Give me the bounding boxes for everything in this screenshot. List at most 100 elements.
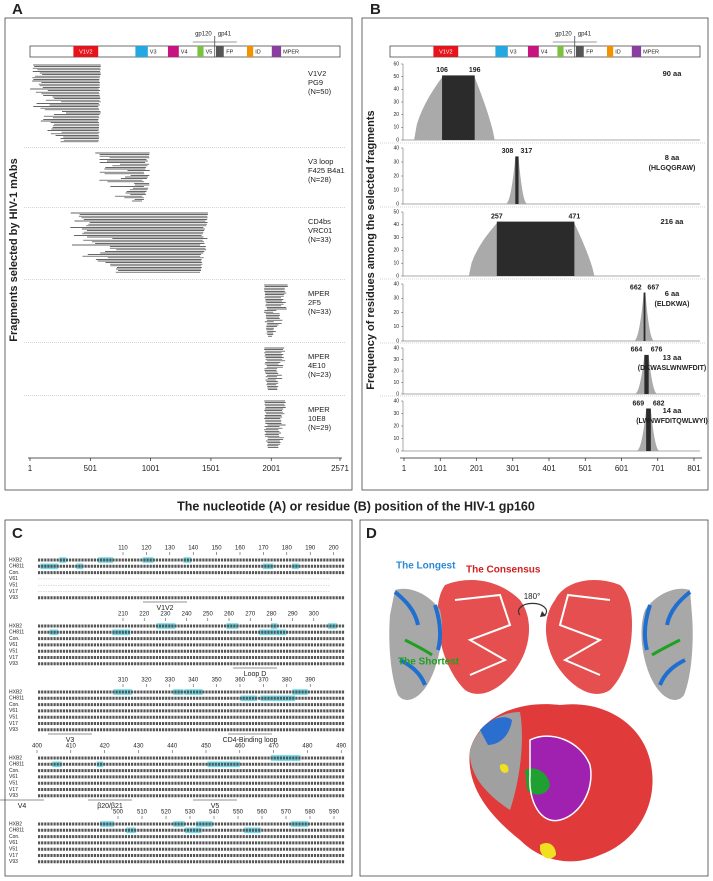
group-label: 10E8 <box>308 414 326 423</box>
gp-label: gp120 <box>555 32 572 38</box>
y-tick-label: 0 <box>396 137 399 143</box>
sequence-name: V93 <box>9 727 18 733</box>
y-axis-label: Fragments selected by HIV-1 mAbs <box>8 158 20 341</box>
region-label: V4 <box>18 803 27 810</box>
genome-bar <box>389 45 701 58</box>
x-tick-label: 501 <box>579 464 593 473</box>
position-label: 430 <box>133 744 144 750</box>
y-tick-label: 50 <box>393 74 399 80</box>
peptide-label: (HLGQGRAW) <box>649 165 696 172</box>
range-label: 682 <box>653 400 665 407</box>
highlight <box>226 623 239 629</box>
group-label: (N=50) <box>308 87 332 96</box>
x-tick-label: 301 <box>506 464 520 473</box>
highlight <box>112 629 131 636</box>
range-label: 676 <box>651 347 663 354</box>
structure-right <box>545 580 693 700</box>
highlight <box>59 557 67 563</box>
range-label: 257 <box>491 213 503 220</box>
panel-c-frame <box>4 519 353 877</box>
highlight <box>270 755 289 761</box>
y-tick-label: 20 <box>393 310 399 316</box>
panel-d-frame <box>359 519 709 877</box>
genome-region <box>167 46 179 57</box>
x-tick-label: 1001 <box>142 464 160 473</box>
position-label: 470 <box>269 744 280 750</box>
sequence-name: V51 <box>9 781 18 787</box>
x-axis-label: The nucleotide (A) or residue (B) positi… <box>177 499 535 513</box>
group-label: (N=28) <box>308 175 332 184</box>
group-label: (N=29) <box>308 423 332 432</box>
highlight <box>190 827 202 834</box>
sequence-name: Con. <box>9 702 20 708</box>
fp-label: FP <box>226 49 233 55</box>
group-label: CD4bs <box>308 217 331 226</box>
position-label: 370 <box>258 678 269 684</box>
x-tick-label: 101 <box>434 464 448 473</box>
panel-label: D <box>366 525 377 542</box>
region-label: V5 <box>566 49 573 55</box>
sequence-name: HXB2 <box>9 755 22 761</box>
surface-view <box>469 704 653 862</box>
group-label: F425 B4a1 <box>308 166 345 175</box>
position-label: 160 <box>235 546 246 552</box>
sequence-name: V93 <box>9 793 18 799</box>
y-tick-label: 0 <box>396 338 399 344</box>
selected-range <box>644 354 649 394</box>
group-label: MPER <box>308 405 330 414</box>
selected-range <box>646 408 651 451</box>
position-label: 510 <box>137 810 148 816</box>
position-label: 140 <box>188 546 199 552</box>
y-tick-label: 40 <box>393 398 399 404</box>
x-tick-label: 401 <box>542 464 556 473</box>
region-label: V5 <box>206 49 213 55</box>
length-label: 90 aa <box>663 69 683 78</box>
position-label: 480 <box>302 744 313 750</box>
sequence-name: V93 <box>9 661 18 667</box>
sequence-name: CH811 <box>9 564 24 570</box>
region-label: V1V2 <box>156 605 173 612</box>
position-label: 500 <box>113 810 124 816</box>
group-label: 2F5 <box>308 298 321 307</box>
highlight <box>259 629 276 636</box>
x-tick-label: 801 <box>687 464 701 473</box>
sequence-name: V17 <box>9 655 18 661</box>
x-tick-label: 1501 <box>202 464 220 473</box>
sequence-name: HXB2 <box>9 557 22 563</box>
position-label: 120 <box>141 546 152 552</box>
range-label: 106 <box>436 67 448 74</box>
range-label: 669 <box>632 400 644 407</box>
position-label: 570 <box>281 810 292 816</box>
genome-bar <box>29 45 341 58</box>
panel-a-frame <box>4 17 353 491</box>
genome-region <box>73 46 99 57</box>
range-label: 662 <box>630 284 642 291</box>
y-tick-label: 20 <box>393 112 399 118</box>
length-label: 8 aa <box>665 153 680 162</box>
region-label: V5 <box>211 803 220 810</box>
sequence-name: V61 <box>9 708 18 714</box>
sequence-name: Con. <box>9 834 20 840</box>
position-label: 440 <box>167 744 178 750</box>
range-label: 667 <box>647 284 659 291</box>
y-tick-label: 0 <box>396 448 399 454</box>
region-label: V1V2 <box>79 49 92 55</box>
position-label: 190 <box>305 546 316 552</box>
length-label: 216 aa <box>661 217 685 226</box>
range-label: 471 <box>569 213 581 220</box>
selected-range <box>496 221 575 276</box>
y-tick-label: 30 <box>393 159 399 165</box>
y-axis-label: Frequency of residues among the selected… <box>365 110 377 389</box>
y-tick-label: 30 <box>393 411 399 417</box>
sequence-name: CH811 <box>9 828 24 834</box>
region-label: Loop D <box>244 671 267 678</box>
position-label: 340 <box>188 678 199 684</box>
range-label: 317 <box>521 148 533 155</box>
genome-region <box>631 46 642 57</box>
fp-region <box>576 46 584 57</box>
y-tick-label: 60 <box>393 61 399 67</box>
position-label: 520 <box>161 810 172 816</box>
group-label: 4E10 <box>308 361 326 370</box>
highlight <box>246 695 258 702</box>
selected-range <box>515 156 519 204</box>
